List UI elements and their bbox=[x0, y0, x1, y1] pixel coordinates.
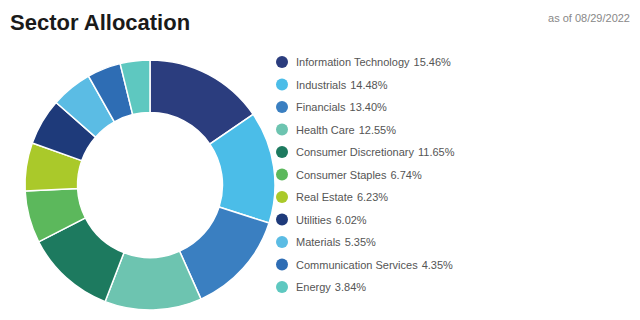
legend-label: Information Technology bbox=[296, 56, 410, 68]
legend-label: Communication Services bbox=[296, 259, 418, 271]
legend-swatch bbox=[276, 169, 288, 181]
legend-value: 13.40% bbox=[350, 101, 388, 113]
legend-value: 4.35% bbox=[422, 259, 453, 271]
chart: Sector Allocation as of 08/29/2022 Informa… bbox=[0, 0, 640, 320]
legend-value: 14.48% bbox=[350, 79, 388, 91]
legend-value: 6.23% bbox=[357, 191, 388, 203]
legend-swatch bbox=[276, 236, 288, 248]
legend-value: 11.65% bbox=[418, 146, 455, 158]
legend-swatch bbox=[276, 281, 288, 293]
legend-swatch bbox=[276, 101, 288, 113]
legend-label: Energy bbox=[296, 281, 331, 293]
legend-label: Materials bbox=[296, 236, 341, 248]
legend-value: 5.35% bbox=[345, 236, 376, 248]
legend-swatch bbox=[276, 214, 288, 226]
slice bbox=[25, 189, 85, 242]
legend-item: Health Care 12.55% bbox=[276, 124, 396, 136]
legend-item: Utilities6.02% bbox=[276, 214, 367, 226]
title: Sector Allocation bbox=[10, 10, 190, 35]
slice bbox=[120, 60, 150, 115]
legend-item: Energy 3.84% bbox=[276, 281, 366, 293]
legend-item: Consumer Staples 6.74% bbox=[276, 169, 422, 181]
legend-swatch bbox=[276, 191, 288, 203]
legend-item: Real Estate 6.23% bbox=[276, 191, 388, 203]
legend-value: 6.02% bbox=[335, 214, 366, 226]
legend-item: Communication Services 4.35% bbox=[276, 259, 453, 271]
subtitle: as of 08/29/2022 bbox=[548, 12, 630, 24]
donut bbox=[25, 60, 275, 310]
legend-swatch bbox=[276, 259, 288, 271]
legend-swatch bbox=[276, 146, 288, 158]
legend-item: Financials 13.40% bbox=[276, 101, 387, 113]
legend-value: 6.74% bbox=[391, 169, 422, 181]
legend-value: 12.55% bbox=[359, 124, 397, 136]
legend: Information Technology15.46%Industrials1… bbox=[276, 56, 455, 293]
legend-label: Consumer Discretionary bbox=[296, 146, 414, 158]
legend-item: Materials 5.35% bbox=[276, 236, 376, 248]
legend-label: Utilities bbox=[296, 214, 332, 226]
legend-value: 15.46% bbox=[414, 56, 452, 68]
legend-label: Consumer Staples bbox=[296, 169, 387, 181]
legend-item: Information Technology 15.46% bbox=[276, 56, 451, 68]
legend-value: 3.84% bbox=[335, 281, 366, 293]
legend-label: Real Estate bbox=[296, 191, 353, 203]
legend-swatch bbox=[276, 56, 288, 68]
legend-label: Industrials bbox=[296, 79, 347, 91]
legend-swatch bbox=[276, 124, 288, 136]
legend-label: Financials bbox=[296, 101, 346, 113]
legend-item: Consumer Discretionary 11.65% bbox=[276, 146, 455, 158]
legend-label: Health Care bbox=[296, 124, 355, 136]
legend-item: Industrials14.48% bbox=[276, 79, 388, 91]
legend-swatch bbox=[276, 79, 288, 91]
